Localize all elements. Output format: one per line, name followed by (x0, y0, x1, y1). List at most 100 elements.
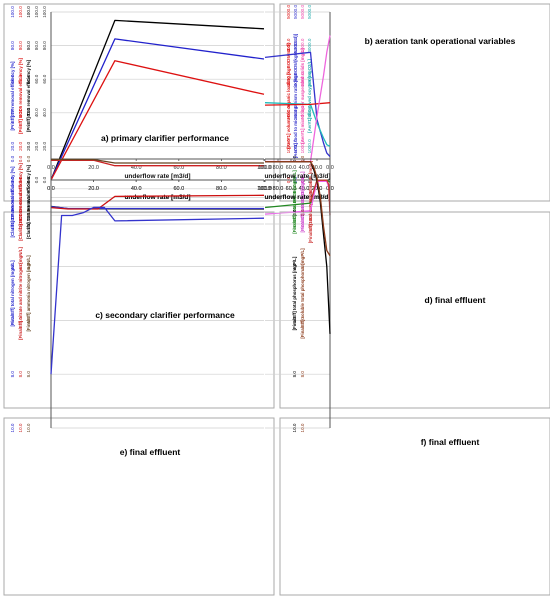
y-tick-label: 3000.0 (300, 72, 305, 86)
y-tick-label: 80.0 (42, 41, 47, 50)
y-tick-label: 90.0 (26, 201, 31, 210)
y-tick-label: 60.0 (10, 74, 15, 83)
series-line-3 (50, 60, 265, 181)
panel-border (279, 417, 550, 596)
y-tick-label: 100.0 (34, 6, 39, 18)
y-tick-label: 60.0 (18, 193, 23, 202)
panel-border (3, 417, 275, 596)
y-tick-label: 4000.0 (286, 38, 291, 52)
y-tick-label: 10.0 (300, 423, 305, 432)
series-line-3 (264, 102, 331, 106)
y-tick-label: 2.0 (26, 209, 31, 216)
y-tick-label: 60.0 (26, 193, 31, 202)
y-tick-label: 100.0 (10, 6, 15, 18)
chart-title: c) secondary clarifier performance (95, 310, 235, 320)
y-tick-label: 0.0 (18, 176, 23, 183)
x-tick-label: 40.0 (131, 165, 142, 171)
series-line-1 (50, 206, 265, 375)
y-tick-label: 6.0 (300, 317, 305, 324)
y-tick-label: 4000.0 (300, 38, 305, 52)
x-tick-label: 60.0 (173, 186, 184, 192)
chart-title: d) final effluent (425, 295, 486, 305)
y-tick-label: 6.0 (10, 317, 15, 324)
y-tick-label: 60.0 (34, 74, 39, 83)
x-axis-label: underflow rate [m3/d] (264, 194, 330, 201)
y-axis-label: [PriEff] TP removal efficiency [%] (10, 61, 15, 131)
y-tick-label: 2.0 (10, 209, 15, 216)
y-tick-label: 320.0 (300, 209, 305, 221)
y-tick-label: 0.0 (18, 176, 23, 183)
series-line-3 (309, 179, 331, 216)
y-axis-label: [Aer#1] dissolved oxygen [mgO2/L] (307, 59, 312, 133)
y-tick-label: 8.0 (10, 371, 15, 378)
x-tick-label: 20.0 (312, 165, 323, 171)
y-tick-label: 160.0 (300, 191, 305, 203)
chart-title: f) final effluent (421, 437, 480, 447)
y-tick-label: 80.0 (308, 184, 313, 193)
y-tick-label: 4.0 (26, 263, 31, 270)
y-tick-label: 2000.0 (293, 105, 298, 119)
y-tick-label: 160.0 (308, 191, 313, 203)
y-tick-label: 2000.0 (307, 105, 312, 119)
chart-panel-1: 0.020.040.060.080.0100.00.00.00.00.00.02… (3, 3, 275, 202)
y-tick-label: 6.0 (18, 317, 23, 324)
y-axis-label: [FinalEff] ammonia nitrogen [mgN/L] (26, 255, 31, 332)
y-tick-label: 40.0 (18, 108, 23, 117)
y-tick-label: 2000.0 (286, 105, 291, 119)
x-tick-label: 100.0 (258, 186, 272, 192)
series-line-3 (51, 158, 264, 164)
y-tick-label: 90.0 (10, 201, 15, 210)
chart-title: a) primary clarifier performance (101, 133, 229, 143)
y-tick-label: 20.0 (34, 141, 39, 150)
y-tick-label: 400.0 (292, 218, 297, 230)
y-tick-label: 0.0 (10, 176, 15, 183)
y-axis-label: [Clarif1] TP removal efficiency [%] (10, 166, 15, 237)
panel-border (279, 3, 550, 202)
y-axis-label: [Clarif1] TSS removal efficiency [%] (26, 164, 31, 238)
y-tick-label: 30.0 (18, 184, 23, 193)
x-tick-label: 60.0 (286, 186, 297, 192)
y-tick-label: 6.0 (292, 317, 297, 324)
y-tick-label: 150.0 (26, 218, 31, 230)
y-tick-label: 0.0 (34, 176, 39, 183)
y-tick-label: 1000.0 (286, 139, 291, 153)
y-tick-label: 0.0 (300, 176, 305, 183)
y-tick-label: 60.0 (10, 193, 15, 202)
series-line-1 (50, 19, 265, 181)
y-tick-label: 3000.0 (293, 72, 298, 86)
y-tick-label: 4.0 (292, 263, 297, 270)
x-tick-label: 40.0 (299, 165, 310, 171)
y-tick-label: 20.0 (42, 141, 47, 150)
y-tick-label: 0.0 (26, 155, 31, 162)
y-tick-label: 10.0 (10, 423, 15, 432)
y-tick-label: 60.0 (42, 74, 47, 83)
y-tick-label: 30.0 (26, 184, 31, 193)
y-tick-label: 0.0 (10, 155, 15, 162)
panel-border (3, 3, 275, 202)
y-tick-label: 5000.0 (300, 5, 305, 19)
y-tick-label: 0.0 (10, 176, 15, 183)
y-tick-label: 4.0 (300, 263, 305, 270)
y-tick-label: 1000.0 (307, 139, 312, 153)
x-tick-label: 0.0 (326, 165, 334, 171)
x-axis-label: underflow rate [m3/d] (124, 194, 190, 201)
y-axis-label: [Aer#1] mixed liquor suspended solids [m… (300, 48, 305, 144)
x-tick-label: 40.0 (131, 186, 142, 192)
y-tick-label: 0.0 (308, 176, 313, 183)
y-tick-label: 60.0 (26, 74, 31, 83)
y-tick-label: 5000.0 (286, 5, 291, 19)
y-axis-label: [FinalEff] total BOD5 [mgO2/L] (292, 170, 297, 234)
x-tick-label: 80.0 (273, 165, 284, 171)
panel-border (3, 211, 275, 409)
y-tick-label: 4.0 (18, 263, 23, 270)
y-tick-label: 240.0 (292, 200, 297, 212)
y-tick-label: 8.0 (300, 371, 305, 378)
y-tick-label: 1000.0 (293, 139, 298, 153)
y-tick-label: 320.0 (292, 209, 297, 221)
y-tick-label: 4000.0 (307, 38, 312, 52)
y-tick-label: 0.0 (292, 176, 297, 183)
y-tick-label: 10.0 (292, 423, 297, 432)
x-tick-label: 20.0 (312, 186, 323, 192)
y-axis-label: [FinalEff] soluble total phosphorus [mgP… (300, 248, 305, 339)
